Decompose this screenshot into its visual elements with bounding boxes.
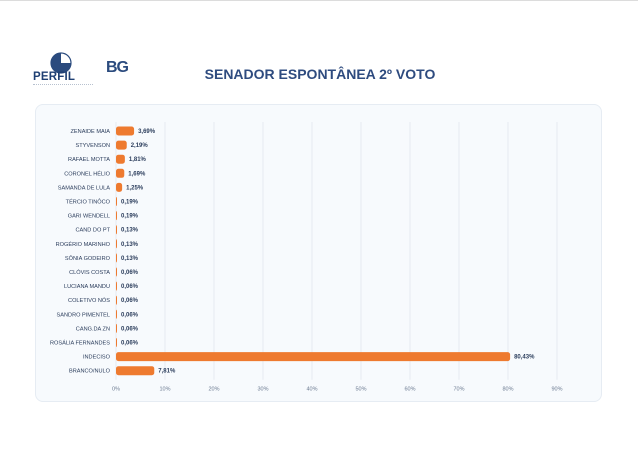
x-tick-label: 80% xyxy=(502,387,513,393)
category-label: LUCIANA MANDU xyxy=(64,284,110,290)
value-label: 7,81% xyxy=(158,369,176,375)
category-label: SAMANDA DE LULA xyxy=(58,185,110,191)
value-label: 1,81% xyxy=(129,157,147,163)
bar xyxy=(116,323,117,333)
value-label: 0,13% xyxy=(121,242,139,248)
value-label: 0,13% xyxy=(121,256,139,262)
perfil-globe-icon xyxy=(50,52,72,74)
bar xyxy=(116,267,117,277)
category-label: ROSÁLIA FERNANDES xyxy=(50,340,110,347)
category-label: COLETIVO NÓS xyxy=(68,297,110,304)
x-tick-label: 0% xyxy=(112,387,120,393)
category-label: CANG.DA ZN xyxy=(76,326,110,332)
value-label: 0,06% xyxy=(121,312,139,318)
x-tick-label: 20% xyxy=(208,387,219,393)
category-label: INDECISO xyxy=(83,355,111,361)
bar xyxy=(116,154,125,164)
x-tick-label: 50% xyxy=(355,387,366,393)
value-label: 0,06% xyxy=(121,284,139,290)
bar xyxy=(116,253,117,263)
x-tick-label: 10% xyxy=(159,387,170,393)
category-label: CAND DO PT xyxy=(76,228,111,234)
bg-logo: BG xyxy=(106,59,129,76)
value-label: 3,69% xyxy=(138,129,156,135)
value-label: 0,19% xyxy=(121,200,139,206)
value-label: 2,19% xyxy=(131,143,149,149)
bar xyxy=(116,352,511,362)
perfil-tagline xyxy=(33,84,93,87)
value-label: 1,69% xyxy=(128,171,146,177)
bar xyxy=(116,338,117,347)
value-label: 0,06% xyxy=(121,270,139,276)
value-label: 80,43% xyxy=(514,355,535,361)
category-label: STYVENSON xyxy=(75,143,110,149)
x-tick-label: 40% xyxy=(306,387,317,393)
bar xyxy=(116,168,125,178)
bar xyxy=(116,182,123,192)
category-label: ZENAIDE MAIA xyxy=(71,129,111,135)
category-label: ROGÉRIO MARINHO xyxy=(56,241,111,248)
category-label: SANDRO PIMENTEL xyxy=(57,312,110,318)
chart-card: 0% 10% 20% 30% 40% 50% 60% 70% 80% 90% ZENAIDE MAI… xyxy=(35,104,602,402)
x-tick-label: 70% xyxy=(453,387,464,393)
value-label: 0,13% xyxy=(121,228,139,234)
x-tick-label: 90% xyxy=(551,387,562,393)
x-tick-label: 60% xyxy=(404,387,415,393)
category-label: BRANCO/NULO xyxy=(69,369,111,375)
category-label: GARI WENDELL xyxy=(68,214,110,220)
value-label: 0,19% xyxy=(121,214,139,220)
x-tick-label: 30% xyxy=(257,387,268,393)
bar-chart: 0% 10% 20% 30% 40% 50% 60% 70% 80% 90% ZENAIDE MAI… xyxy=(50,122,563,393)
bar xyxy=(116,239,117,249)
value-label: 0,06% xyxy=(121,298,139,304)
bar xyxy=(116,366,155,376)
value-label: 0,06% xyxy=(121,326,139,332)
category-label: CORONEL HÉLIO xyxy=(64,170,110,177)
bar xyxy=(116,281,117,291)
page-title: SENADOR ESPONTÂNEA 2º VOTO xyxy=(204,66,436,82)
perfil-logo: PERFIL xyxy=(33,52,93,88)
value-label: 0,06% xyxy=(121,341,139,347)
category-label: RAFAEL MOTTA xyxy=(68,157,110,163)
category-label: CLÓVIS COSTA xyxy=(69,269,110,276)
bar xyxy=(116,309,117,319)
value-label: 1,25% xyxy=(126,185,144,191)
bar xyxy=(116,140,127,150)
perfil-wordmark: PERFIL xyxy=(33,71,76,83)
bar xyxy=(116,225,117,235)
bar xyxy=(116,197,117,206)
top-divider xyxy=(0,0,638,1)
category-label: TÉRCIO TINÔCO xyxy=(66,199,111,206)
bar xyxy=(116,211,117,221)
bar xyxy=(116,295,117,305)
category-label: SÔNIA GODEIRO xyxy=(65,255,111,262)
bar xyxy=(116,126,135,136)
